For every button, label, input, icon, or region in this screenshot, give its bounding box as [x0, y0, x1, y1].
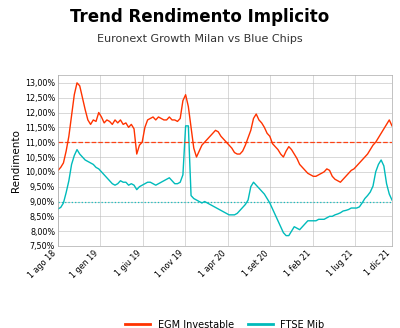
EGM Investable — [80, 96, 85, 100]
FTSE Mib — [118, 179, 123, 183]
Text: Euronext Growth Milan vs Blue Chips: Euronext Growth Milan vs Blue Chips — [97, 34, 303, 44]
FTSE Mib — [251, 180, 256, 184]
EGM Investable — [75, 81, 80, 85]
EGM Investable — [121, 122, 126, 126]
FTSE Mib — [58, 205, 63, 209]
FTSE Mib — [390, 198, 394, 202]
Text: Trend Rendimento Implicito: Trend Rendimento Implicito — [70, 8, 330, 26]
FTSE Mib — [183, 124, 188, 128]
FTSE Mib — [284, 234, 288, 237]
EGM Investable — [56, 168, 60, 172]
FTSE Mib — [153, 183, 158, 187]
EGM Investable — [390, 124, 394, 128]
EGM Investable — [338, 180, 343, 184]
Line: EGM Investable: EGM Investable — [58, 83, 392, 182]
Legend: EGM Investable, FTSE Mib: EGM Investable, FTSE Mib — [122, 316, 328, 328]
FTSE Mib — [77, 152, 82, 156]
Line: FTSE Mib: FTSE Mib — [58, 126, 392, 236]
EGM Investable — [58, 165, 63, 169]
EGM Investable — [156, 115, 161, 119]
EGM Investable — [205, 137, 210, 141]
EGM Investable — [251, 116, 256, 120]
Y-axis label: Rendimento: Rendimento — [11, 129, 21, 192]
FTSE Mib — [56, 207, 60, 211]
FTSE Mib — [205, 201, 210, 205]
